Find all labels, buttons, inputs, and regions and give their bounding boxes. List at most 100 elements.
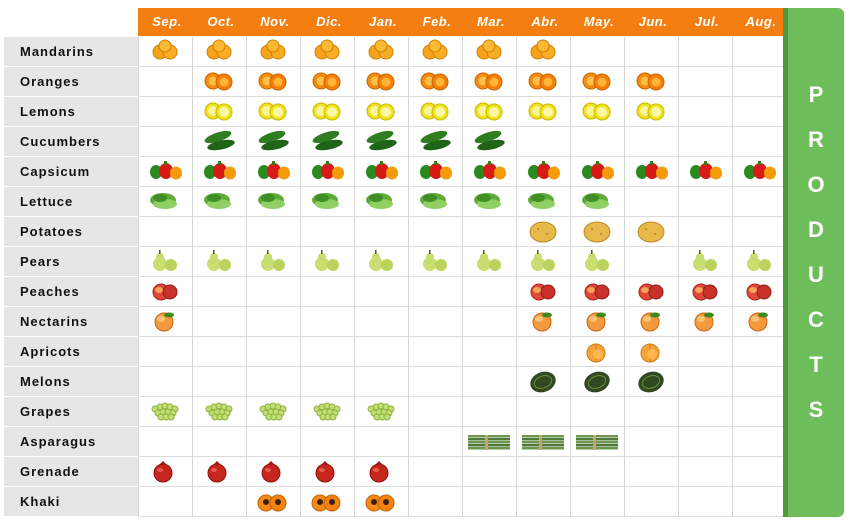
peach-icon	[743, 277, 777, 312]
orange-icon	[635, 67, 669, 102]
pomegranate-icon	[365, 457, 399, 492]
product-label: Grapes	[4, 397, 138, 427]
mandarin-icon	[419, 37, 453, 72]
products-title-letter: T	[809, 352, 823, 377]
products-side-panel	[788, 8, 844, 517]
product-label: Grenade	[4, 457, 138, 487]
products-title-letter: C	[808, 307, 824, 332]
grapes-icon	[365, 397, 399, 432]
orange-icon	[473, 67, 507, 102]
lemon-icon	[419, 97, 453, 132]
pear-icon	[419, 247, 453, 282]
grid-row-line	[140, 66, 788, 67]
grid-row-line	[140, 456, 788, 457]
lemon-icon	[365, 97, 399, 132]
melon-icon	[635, 367, 669, 402]
lettuce-icon	[365, 187, 399, 222]
potato-icon	[635, 217, 669, 252]
cucumber-icon	[365, 127, 399, 162]
grid-row-line	[140, 396, 788, 397]
month-header-bar	[138, 8, 786, 36]
mandarin-icon	[365, 37, 399, 72]
nectarine-icon	[527, 307, 561, 342]
product-label: Cucumbers	[4, 127, 138, 157]
product-label: Pears	[4, 247, 138, 277]
grid-column-line	[354, 37, 355, 517]
product-label: Oranges	[4, 67, 138, 97]
grid-column-line	[570, 37, 571, 517]
orange-icon	[311, 67, 345, 102]
pear-icon	[743, 247, 777, 282]
orange-icon	[365, 67, 399, 102]
grid-row-line	[140, 156, 788, 157]
product-label: Melons	[4, 367, 138, 397]
product-label: Mandarins	[4, 37, 138, 67]
month-label: Jul.	[694, 14, 720, 29]
apricot-icon	[635, 337, 669, 372]
orange-icon	[419, 67, 453, 102]
product-label: Lettuce	[4, 187, 138, 217]
grid-row-line	[140, 426, 788, 427]
grapes-icon	[149, 397, 183, 432]
persimmon-icon	[365, 487, 399, 522]
pear-icon	[311, 247, 345, 282]
asparagus-icon	[521, 427, 567, 462]
capsicum-icon	[149, 157, 183, 192]
melon-icon	[527, 367, 561, 402]
lemon-icon	[635, 97, 669, 132]
pear-icon	[473, 247, 507, 282]
grid-column-line	[678, 37, 679, 517]
month-label: Mar.	[476, 14, 505, 29]
month-label: Oct.	[207, 14, 235, 29]
cucumber-icon	[419, 127, 453, 162]
product-label: Potatoes	[4, 217, 138, 247]
grid-row-line	[140, 126, 788, 127]
nectarine-icon	[149, 307, 183, 342]
month-label: Nov.	[260, 14, 290, 29]
peach-icon	[689, 277, 723, 312]
grid-column-line	[300, 37, 301, 517]
capsicum-icon	[365, 157, 399, 192]
capsicum-icon	[257, 157, 291, 192]
asparagus-icon	[467, 427, 513, 462]
peach-icon	[635, 277, 669, 312]
lettuce-icon	[527, 187, 561, 222]
grid-row-line	[140, 96, 788, 97]
grid-row-line	[140, 276, 788, 277]
lemon-icon	[527, 97, 561, 132]
lettuce-icon	[203, 187, 237, 222]
mandarin-icon	[311, 37, 345, 72]
month-label: Aug.	[745, 14, 777, 29]
capsicum-icon	[203, 157, 237, 192]
grid-row-line	[140, 216, 788, 217]
grid-column-line	[624, 37, 625, 517]
grid-column-line	[408, 37, 409, 517]
cucumber-icon	[473, 127, 507, 162]
nectarine-icon	[635, 307, 669, 342]
cucumber-icon	[257, 127, 291, 162]
grid-row-line	[140, 246, 788, 247]
mandarin-icon	[527, 37, 561, 72]
grid-column-line	[732, 37, 733, 517]
products-title-letter: S	[808, 397, 824, 422]
products-title-letter: P	[808, 82, 824, 107]
grid-row-line	[140, 516, 788, 517]
lettuce-icon	[419, 187, 453, 222]
grapes-icon	[311, 397, 345, 432]
products-title-letter: O	[807, 172, 825, 197]
grid-row-line	[140, 486, 788, 487]
product-label: Asparagus	[4, 427, 138, 457]
orange-icon	[581, 67, 615, 102]
capsicum-icon	[473, 157, 507, 192]
products-title-letter: R	[808, 127, 824, 152]
potato-icon	[527, 217, 561, 252]
grid-row-line	[140, 366, 788, 367]
grapes-icon	[257, 397, 291, 432]
cucumber-icon	[203, 127, 237, 162]
mandarin-icon	[473, 37, 507, 72]
lettuce-icon	[311, 187, 345, 222]
persimmon-icon	[311, 487, 345, 522]
nectarine-icon	[581, 307, 615, 342]
capsicum-icon	[419, 157, 453, 192]
